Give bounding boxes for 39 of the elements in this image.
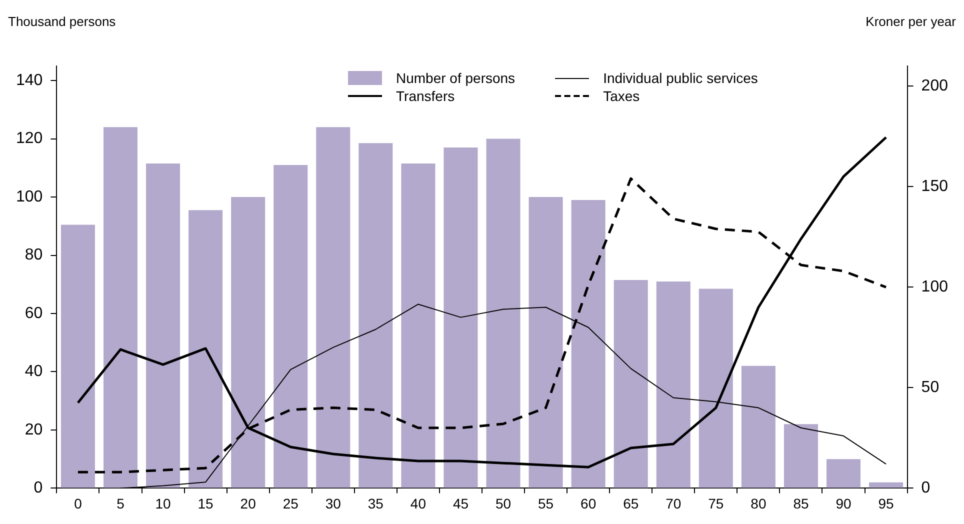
x-tick-label: 60 xyxy=(580,495,596,512)
x-tick-label: 90 xyxy=(836,495,852,512)
y-tick-label: 0 xyxy=(34,480,43,497)
y-tick-label: 140 xyxy=(16,72,43,89)
x-tick-label: 10 xyxy=(155,495,172,512)
y2-tick-label: 150 xyxy=(921,178,948,196)
y-axis-title: Thousand persons xyxy=(8,14,116,29)
x-tick-label: 85 xyxy=(793,495,809,512)
x-tick-label: 55 xyxy=(538,495,554,512)
legend-label: Number of persons xyxy=(396,70,516,86)
x-tick-label: 30 xyxy=(325,495,342,512)
y-tick-label: 80 xyxy=(24,246,43,264)
x-tick-label: 65 xyxy=(623,495,639,512)
legend-label: Transfers xyxy=(396,88,455,104)
y2-tick-label: 0 xyxy=(921,480,930,497)
x-tick-label: 0 xyxy=(74,495,82,512)
x-tick-label: 95 xyxy=(878,495,894,512)
x-tick-label: 50 xyxy=(495,495,512,512)
x-tick-label: 35 xyxy=(368,495,384,512)
x-tick-label: 80 xyxy=(750,495,766,512)
x-tick-label: 40 xyxy=(410,495,426,512)
x-tick-label: 75 xyxy=(708,495,724,512)
x-tick-label: 25 xyxy=(282,495,299,512)
y2-tick-label: 200 xyxy=(921,78,948,95)
x-tick-label: 45 xyxy=(452,495,469,512)
y-tick-label: 60 xyxy=(24,304,43,322)
x-tick-label: 70 xyxy=(666,495,682,512)
legend-label: Individual public services xyxy=(603,70,758,86)
y2-tick-label: 100 xyxy=(921,278,948,296)
x-tick-label: 15 xyxy=(198,495,214,512)
x-tick-label: 5 xyxy=(116,495,125,512)
y2-tick-label: 50 xyxy=(921,379,940,396)
y-tick-label: 20 xyxy=(24,421,43,438)
y-tick-label: 120 xyxy=(16,130,43,148)
y2-axis-title: Kroner per year xyxy=(866,14,956,29)
y-tick-label: 40 xyxy=(24,363,43,380)
y-tick-label: 100 xyxy=(16,188,43,206)
x-tick-label: 20 xyxy=(240,495,256,512)
legend-label: Taxes xyxy=(603,88,640,104)
